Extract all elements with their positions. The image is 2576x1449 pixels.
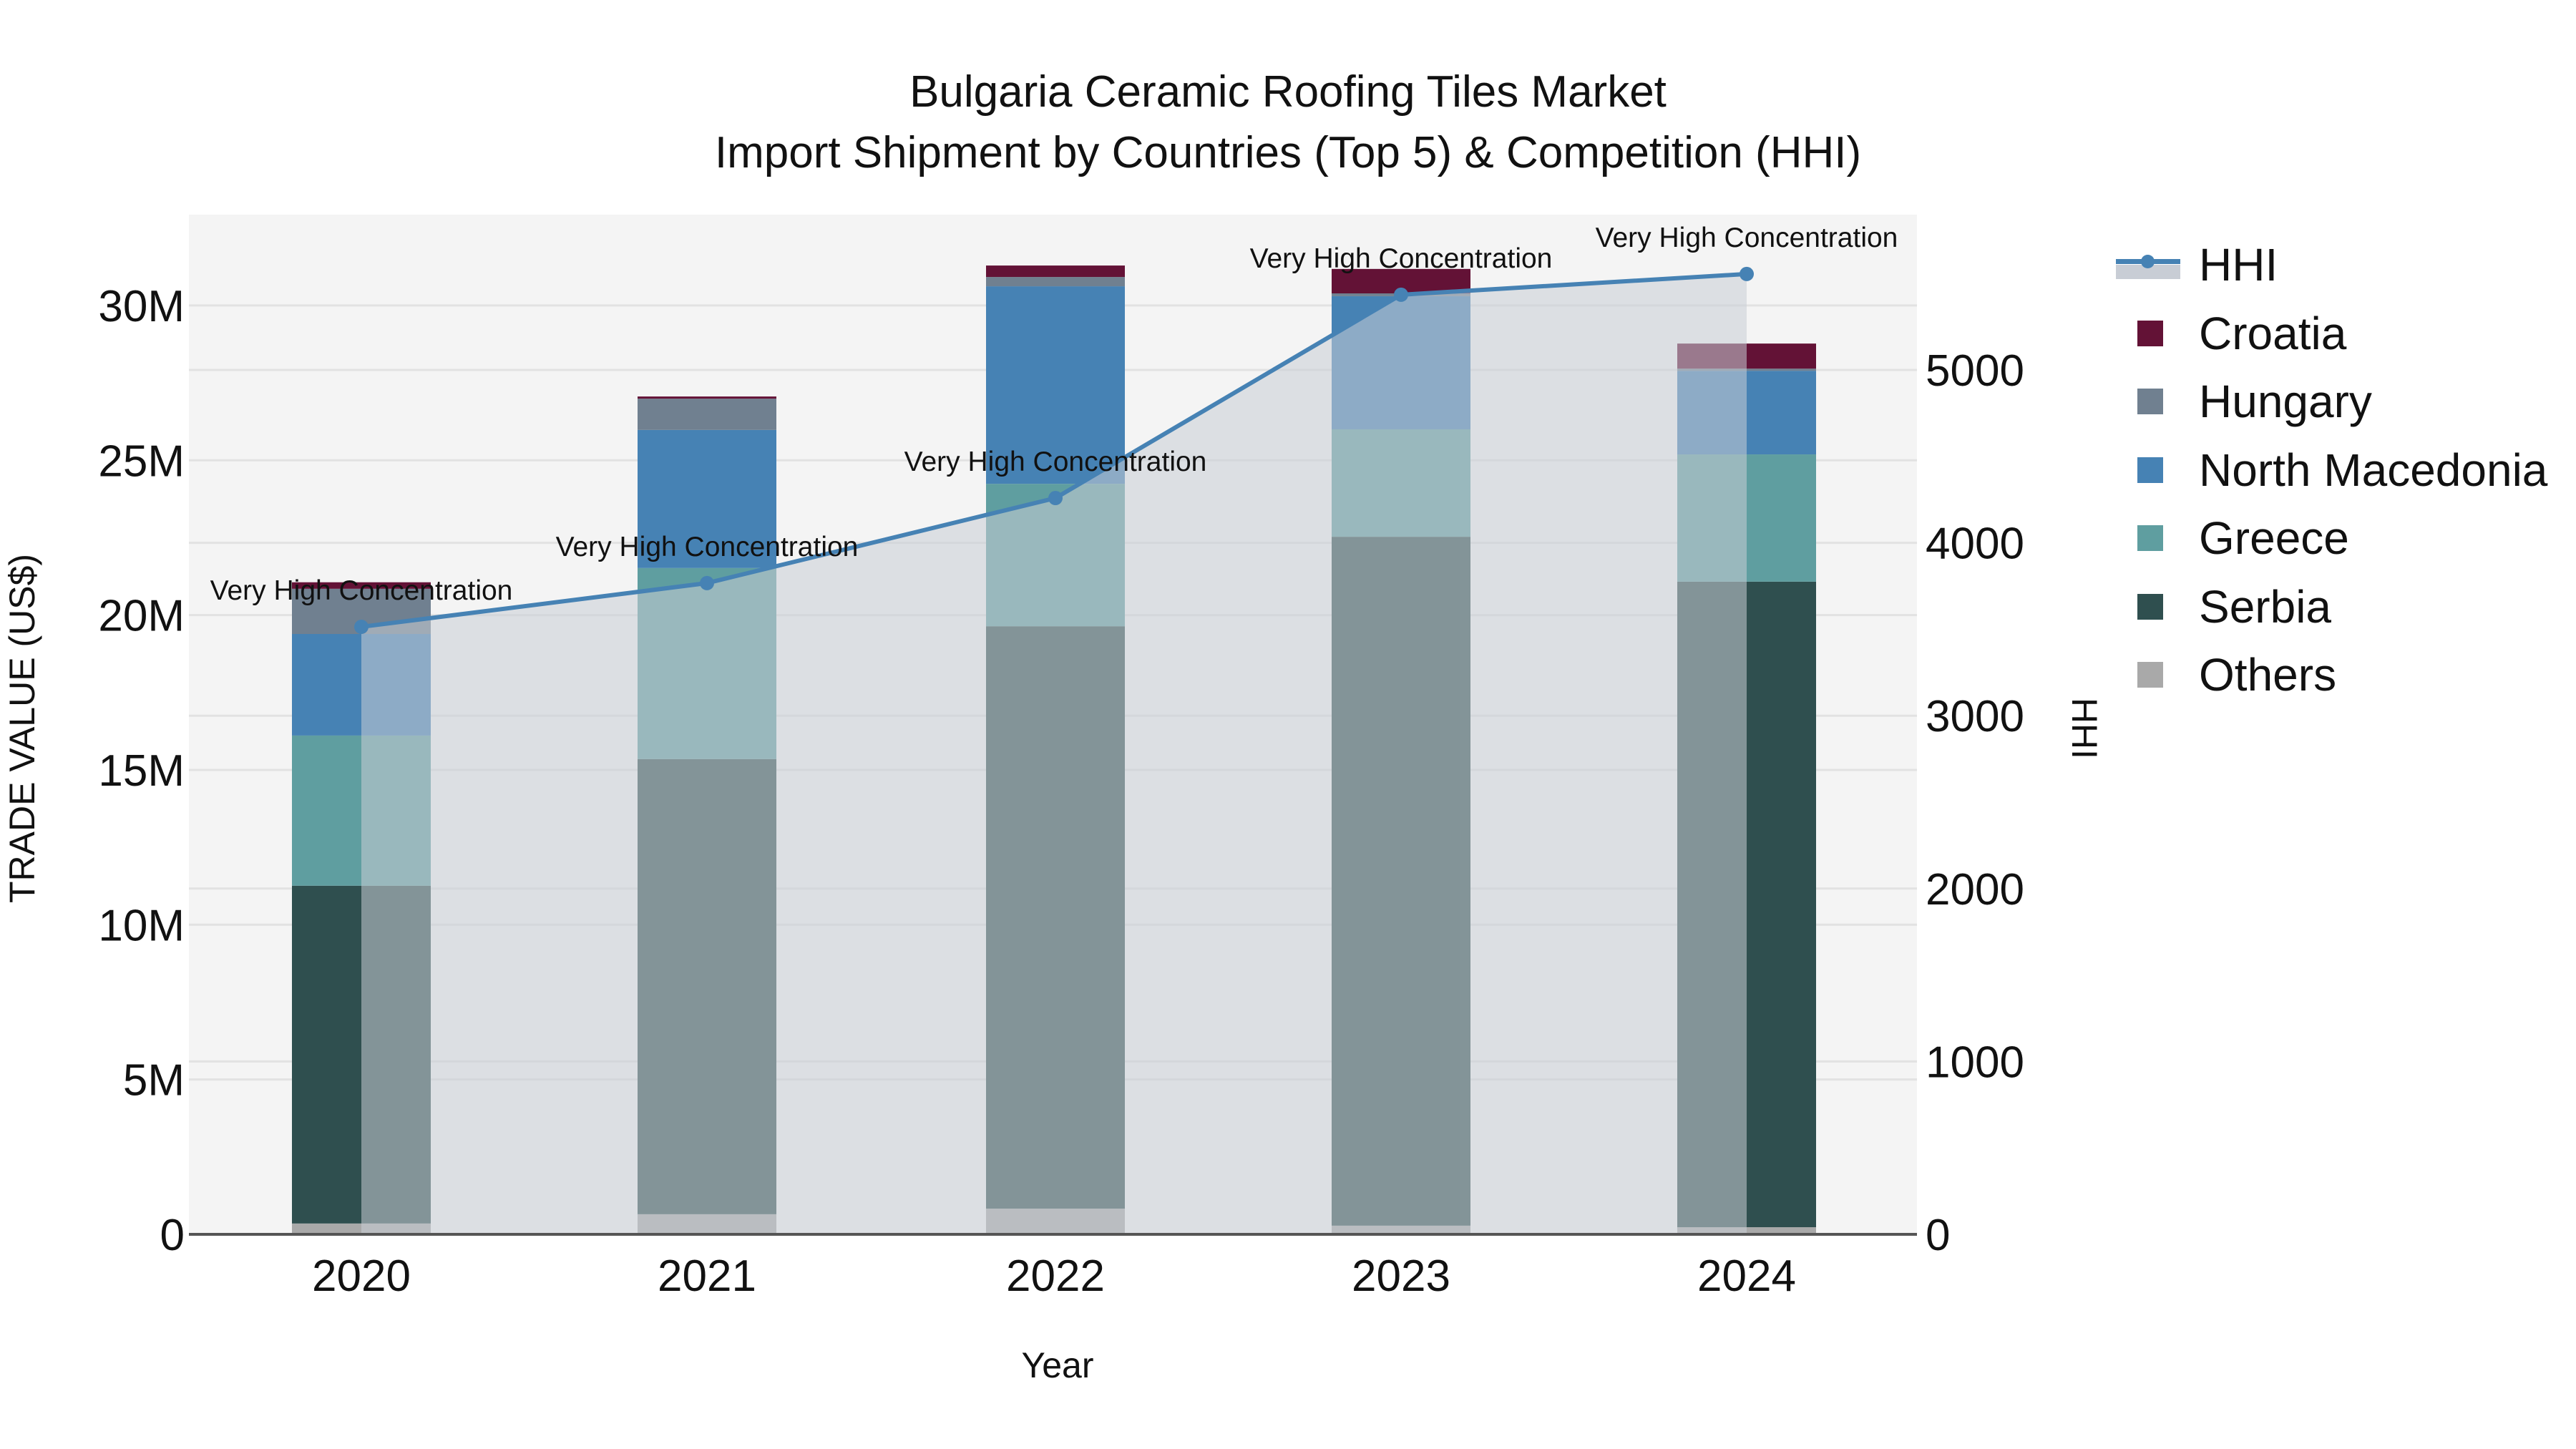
bar-segment-hungary[interactable] <box>638 399 776 430</box>
chart-title-line-1: Bulgaria Ceramic Roofing Tiles Market <box>909 67 1667 117</box>
hhi-point[interactable] <box>1394 287 1408 302</box>
y-left-tick-label: 15M <box>98 746 185 796</box>
y-right-tick-label: 0 <box>1926 1211 1950 1260</box>
chart-title-line-2: Import Shipment by Countries (Top 5) & C… <box>714 128 1862 177</box>
color-swatch-icon <box>2107 441 2186 499</box>
y-left-axis-title: TRADE VALUE (US$) <box>2 554 42 903</box>
x-tick-label: 2020 <box>312 1252 411 1301</box>
y-left-tick-label: 10M <box>98 901 185 950</box>
hhi-area <box>361 273 1747 1234</box>
y-right-tick-label: 1000 <box>1926 1038 2024 1087</box>
legend-item-croatia[interactable]: Croatia <box>2107 305 2346 362</box>
x-tick-label: 2023 <box>1352 1252 1450 1301</box>
line-marker-icon <box>2107 236 2186 293</box>
y-right-tick-label: 4000 <box>1926 519 2024 569</box>
x-axis-title: Year <box>1021 1345 1093 1385</box>
color-swatch-icon <box>2107 646 2186 703</box>
hhi-annotation: Very High Concentration <box>1596 223 1898 253</box>
hhi-annotation: Very High Concentration <box>904 447 1207 477</box>
legend-label: Croatia <box>2199 307 2347 359</box>
legend-item-hhi[interactable]: HHI <box>2107 236 2278 293</box>
bar-segment-croatia[interactable] <box>986 265 1125 278</box>
legend-item-serbia[interactable]: Serbia <box>2107 578 2331 635</box>
y-right-tick-label: 5000 <box>1926 346 2024 396</box>
legend-label: Serbia <box>2199 580 2331 633</box>
color-swatch-icon <box>2107 509 2186 567</box>
legend-item-hungary[interactable]: Hungary <box>2107 373 2372 430</box>
bar-segment-croatia[interactable] <box>638 396 776 399</box>
x-tick-label: 2021 <box>658 1252 756 1301</box>
legend-label: Others <box>2199 649 2337 701</box>
y-left-tick-label: 20M <box>98 592 185 641</box>
color-swatch-icon <box>2107 305 2186 362</box>
color-swatch-icon <box>2107 373 2186 430</box>
bar-segment-north-macedonia[interactable] <box>986 286 1125 484</box>
x-tick-label: 2022 <box>1006 1252 1105 1301</box>
legend-item-others[interactable]: Others <box>2107 646 2336 703</box>
y-right-axis-title: HHI <box>2064 698 2104 759</box>
color-swatch-icon <box>2107 578 2186 635</box>
bar-segment-croatia[interactable] <box>292 582 431 589</box>
legend-label: Greece <box>2199 512 2349 564</box>
hhi-annotation: Very High Concentration <box>1250 243 1553 274</box>
y-right-tick-label: 3000 <box>1926 692 2024 741</box>
x-tick-label: 2024 <box>1697 1252 1796 1301</box>
hhi-point[interactable] <box>700 575 714 590</box>
legend-item-greece[interactable]: Greece <box>2107 509 2349 567</box>
hhi-point[interactable] <box>1740 266 1754 281</box>
y-left-tick-label: 25M <box>98 436 185 486</box>
y-right-tick-label: 2000 <box>1926 865 2024 914</box>
legend-label: Hungary <box>2199 376 2372 427</box>
bar-segment-hungary[interactable] <box>986 277 1125 287</box>
legend-label: North Macedonia <box>2199 444 2548 496</box>
hhi-annotation: Very High Concentration <box>556 532 859 562</box>
hhi-annotation: Very High Concentration <box>210 575 513 606</box>
y-left-tick-label: 30M <box>98 282 185 331</box>
hhi-point[interactable] <box>1048 491 1063 506</box>
y-left-tick-label: 5M <box>123 1056 185 1106</box>
legend-label: HHI <box>2199 239 2278 291</box>
bar-segment-north-macedonia[interactable] <box>638 429 776 568</box>
hhi-point[interactable] <box>354 620 369 635</box>
y-left-tick-label: 0 <box>160 1211 185 1260</box>
legend-item-north-macedonia[interactable]: North Macedonia <box>2107 441 2547 499</box>
